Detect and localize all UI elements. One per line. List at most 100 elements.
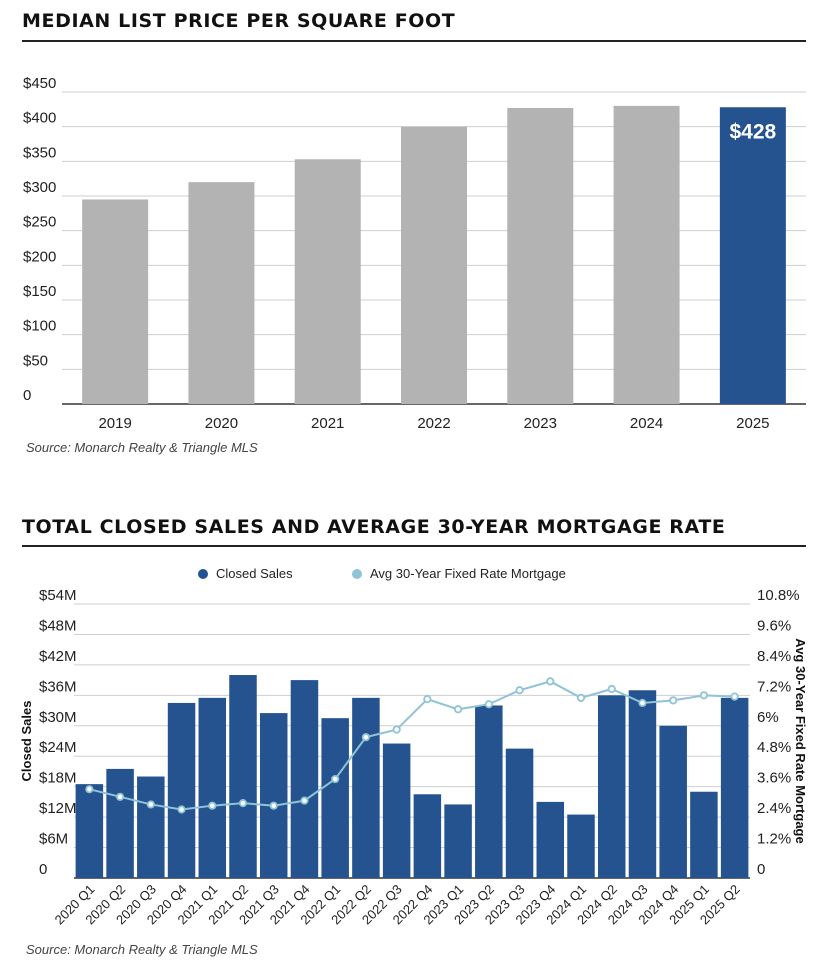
chart2-bar: [290, 680, 319, 878]
chart2-mortgage-point: [146, 800, 155, 809]
chart2-mortgage-point: [85, 785, 94, 794]
chart2-bar: [720, 697, 749, 878]
chart2-ytick-right-label: 6%: [757, 709, 779, 726]
chart2-ytick-left-label: $42M: [39, 648, 77, 665]
chart2-mortgage-point: [208, 801, 217, 810]
chart1-xtick-label: 2022: [417, 415, 450, 432]
chart1-bar: [294, 159, 361, 404]
chart2-title-rule: [22, 545, 806, 547]
chart2-ytick-left-label: $54M: [39, 590, 77, 604]
chart1-title: MEDIAN LIST PRICE PER SQUARE FOOT: [22, 10, 456, 32]
chart1-xtick-label: 2021: [311, 415, 344, 432]
chart1-ytick-label: $250: [23, 214, 56, 231]
chart2-ytick-right-label: 2.4%: [757, 800, 791, 817]
chart1-title-rule: [22, 40, 806, 42]
chart2-bar: [444, 804, 472, 878]
chart1-xtick-label: 2023: [524, 415, 557, 432]
chart2-mortgage-point: [392, 725, 401, 734]
chart1-bar: [82, 199, 149, 404]
chart1-ytick-label: $350: [23, 144, 56, 161]
chart2-bar: [352, 697, 380, 878]
chart1-ytick-label: $450: [23, 75, 56, 92]
chart1-source: Source: Monarch Realty & Triangle MLS: [26, 440, 258, 455]
chart2-mortgage-point: [546, 677, 555, 686]
chart2-ytick-right-label: 10.8%: [757, 590, 800, 604]
chart2-bar: [659, 725, 687, 878]
chart2-mortgage-point: [730, 692, 739, 701]
chart2-bar: [567, 814, 595, 878]
chart2-source: Source: Monarch Realty & Triangle MLS: [26, 942, 258, 957]
chart2-mortgage-point: [699, 691, 709, 700]
chart2-mortgage-point: [361, 733, 371, 742]
chart2-ylabel-left: Closed Sales: [19, 701, 34, 782]
chart2-ytick-left-label: $18M: [39, 770, 77, 787]
chart2-mortgage-line: [89, 680, 735, 811]
chart1-xtick-label: 2024: [630, 415, 663, 432]
chart2-ytick-right-label: 7.2%: [757, 678, 791, 695]
chart2-ylabel-right: Avg 30-Year Fixed Rate Mortgage: [793, 638, 808, 843]
chart2-ytick-right-label: 4.8%: [757, 739, 791, 756]
chart1-bar: [507, 107, 574, 405]
chart2-mortgage-point: [238, 799, 248, 808]
chart1-ytick-label: $100: [23, 318, 56, 335]
chart2-ytick-left-label: $36M: [39, 678, 77, 695]
chart2-mortgage-point: [638, 698, 647, 708]
chart1-xtick-label: 2019: [98, 415, 131, 432]
chart2-mortgage-point: [300, 796, 309, 805]
chart1-ytick-label: $150: [23, 283, 56, 300]
price-per-sqft-chart: 0 $50 $100 $150 $200 $250 $300 $350 $400 $450 2019…: [23, 75, 806, 432]
chart2-ytick-left-label: $6M: [39, 831, 68, 848]
chart2-ytick-left-label: $30M: [39, 709, 77, 726]
chart2-mortgage-point: [331, 774, 340, 784]
chart2-ytick-right-label: 9.6%: [757, 617, 791, 634]
chart2-ytick-right-label: 3.6%: [757, 770, 791, 787]
chart2-mortgage-point: [423, 695, 432, 704]
chart2-bar: [413, 794, 442, 878]
chart1-xtick-label: 2020: [205, 415, 238, 432]
chart1-bar: [613, 105, 680, 404]
legend-closed-sales-label: Closed Sales: [216, 566, 293, 581]
chart2-ytick-right-label: 8.4%: [757, 648, 791, 665]
chart2-ytick-left-label: $24M: [39, 739, 77, 756]
chart2-ytick-left-label: $12M: [39, 800, 77, 817]
chart2-bar: [628, 690, 657, 878]
chart2-mortgage-point: [484, 700, 493, 709]
chart1-bar: [719, 107, 786, 405]
chart2-mortgage-point: [269, 801, 278, 810]
chart2-mortgage-point: [453, 705, 463, 714]
chart2-ytick-right-label: 1.2%: [757, 831, 791, 848]
chart1-ytick-label: $200: [23, 248, 56, 265]
chart2-mortgage-point: [669, 696, 678, 705]
chart2-ytick-left-label: $48M: [39, 617, 77, 634]
chart2-mortgage-point: [607, 684, 616, 694]
chart2-bar: [475, 705, 503, 878]
chart1-highlight-data-label: $428: [729, 120, 776, 143]
chart2-bar: [229, 675, 257, 878]
chart2-bar: [106, 768, 134, 878]
legend-mortgage-rate: Avg 30-Year Fixed Rate Mortgage: [352, 566, 566, 581]
chart1-xtick-label: 2025: [736, 415, 769, 432]
chart2-ytick-right-label: 0: [757, 861, 765, 878]
chart1-ytick-label: $50: [23, 352, 48, 369]
chart2-bar: [382, 743, 411, 878]
legend-closed-sales-swatch: [198, 568, 208, 579]
chart2-mortgage-point: [515, 686, 524, 695]
legend-mortgage-rate-label: Avg 30-Year Fixed Rate Mortgage: [370, 566, 566, 581]
chart2-bar: [597, 695, 626, 878]
chart2-bar: [75, 784, 104, 878]
chart2-bar: [321, 718, 349, 878]
chart1-ytick-label: 0: [23, 387, 31, 404]
chart1-ytick-label: $300: [23, 179, 56, 196]
chart2-bar: [536, 801, 565, 878]
chart1-bar: [401, 126, 467, 405]
chart2-legend: Closed Sales Avg 30-Year Fixed Rate Mort…: [0, 566, 822, 584]
chart2-bar: [167, 702, 196, 878]
chart2-ytick-left-label: 0: [39, 861, 47, 878]
legend-mortgage-rate-swatch: [352, 568, 362, 579]
chart2-title: TOTAL CLOSED SALES AND AVERAGE 30-YEAR M…: [22, 516, 726, 538]
chart2-mortgage-point: [177, 805, 186, 814]
chart1-bar: [188, 182, 255, 404]
closed-sales-mortgage-chart: 0 0 $6M 1.2% $12M 2.4% $18M 3.6% $24M 4.8% $30M 6% $…: [19, 590, 808, 927]
legend-closed-sales: Closed Sales: [198, 566, 293, 581]
chart2-bar: [505, 748, 534, 878]
